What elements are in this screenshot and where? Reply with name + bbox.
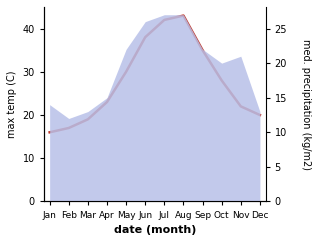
Y-axis label: max temp (C): max temp (C) (7, 70, 17, 138)
X-axis label: date (month): date (month) (114, 225, 196, 235)
Y-axis label: med. precipitation (kg/m2): med. precipitation (kg/m2) (301, 39, 311, 170)
